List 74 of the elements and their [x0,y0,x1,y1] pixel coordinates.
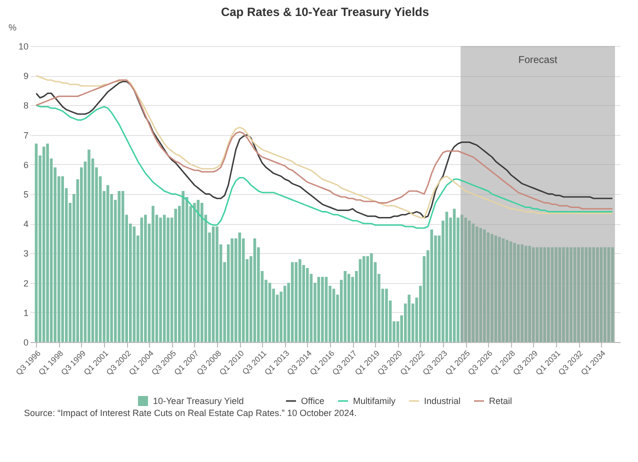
chart-title: Cap Rates & 10-Year Treasury Yields [220,5,430,19]
bar [532,247,535,342]
y-tick-label: 4 [23,219,28,230]
bar [216,226,218,342]
bar [547,247,550,342]
bar [118,191,121,342]
bar [321,276,324,342]
legend-label: Retail [489,396,512,406]
bar [476,226,478,342]
bar [200,202,204,342]
y-tick-label: 2 [23,278,28,288]
y-tick-label: 9 [23,71,28,82]
y-tick-label: 5 [23,190,28,200]
bar [332,288,336,342]
bar [152,206,154,342]
y-tick-label: 7 [23,130,28,140]
bar [121,191,124,342]
bar [520,244,524,342]
y-tick-label: 1 [23,308,28,318]
bar [166,218,170,342]
bar [588,247,592,342]
bar [182,191,185,342]
bar [370,253,373,342]
legend-label: Multifamily [353,396,396,406]
bar [596,247,599,342]
bar [592,247,596,342]
bar [472,224,475,342]
bar [611,247,614,342]
y-axis-title: % [8,22,17,32]
bar [344,270,347,342]
bar [230,238,234,342]
bar [159,218,162,342]
bar [88,150,90,342]
bar [506,240,508,342]
bar [362,256,366,342]
y-tick-label: 0 [23,338,28,348]
bar [408,294,410,342]
y-tick-label: 6 [23,160,28,170]
bar [570,247,572,342]
bar [540,247,542,342]
bar [385,288,388,342]
source-note: Source: “Impact of Interest Rate Cuts on Real Estate Cap Rates.” 10 October 2024. [23,408,358,418]
bar [193,202,196,342]
bar [144,214,147,342]
bar [298,259,302,342]
line-series [36,104,614,229]
bar [174,208,178,342]
bar [46,144,49,342]
legend-label: Industrial [424,396,461,406]
bar [366,256,370,342]
bar [580,247,584,342]
bar [562,247,565,342]
bar [490,234,494,342]
bar [577,247,580,342]
legend-label: Office [301,396,324,406]
bar [283,286,286,342]
bar [306,268,309,342]
legend-label: 10-Year Treasury Yield [153,396,244,406]
bar [498,236,501,342]
bar [294,262,298,342]
bar [513,242,516,342]
y-tick-label: 8 [23,100,28,111]
bar [460,214,464,342]
y-tick-label: 10 [18,42,28,52]
bar [468,220,471,342]
bar [528,246,532,342]
bar [604,247,606,342]
bar [483,230,486,342]
bar [61,176,64,342]
bar [524,246,528,342]
band-label: Forecast [518,55,558,66]
y-tick-label: 3 [23,248,28,259]
bar [464,218,468,342]
bar [554,247,558,342]
